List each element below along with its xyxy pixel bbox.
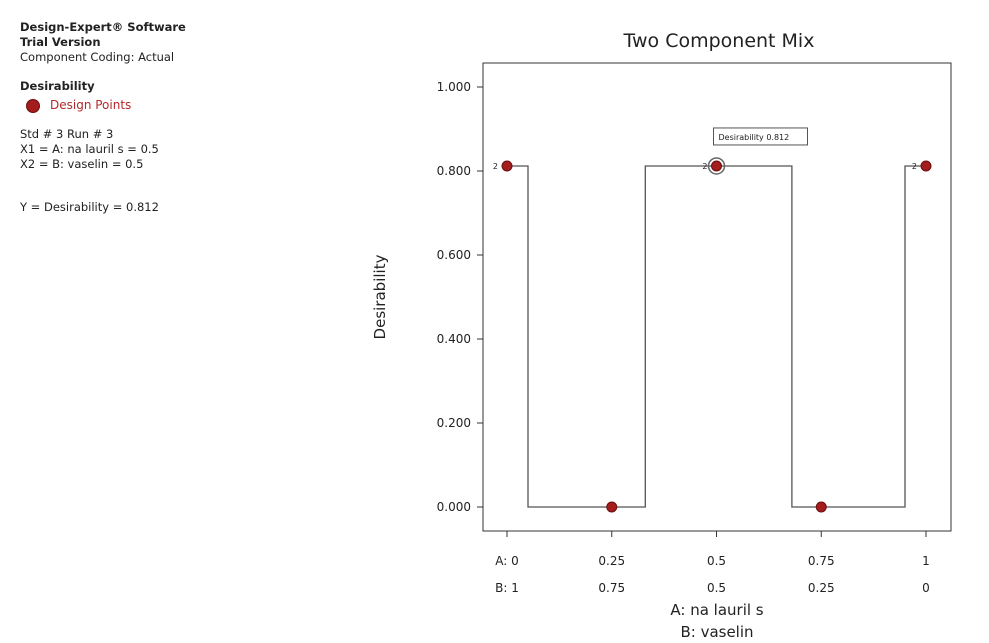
a-tick-label: 0.5 xyxy=(707,554,726,568)
x2-label: X2 = B: vaselin = 0.5 xyxy=(20,157,144,171)
design-point-count-label: 2 xyxy=(702,162,707,171)
y-tick-label: 0.200 xyxy=(437,416,471,430)
y-label: Y = Desirability = 0.812 xyxy=(20,200,159,214)
y-tick-label: 0.000 xyxy=(437,500,471,514)
a-tick-label: 0.25 xyxy=(598,554,625,568)
y-tick-label: 1.000 xyxy=(437,80,471,94)
software-name: Design-Expert® Software xyxy=(20,20,186,34)
coding-label: Component Coding: Actual xyxy=(20,50,175,64)
std-run-label: Std # 3 Run # 3 xyxy=(20,127,114,141)
desirability-curve xyxy=(507,165,926,508)
x-axis-title-b: B: vaselin xyxy=(680,623,753,641)
b-tick-label: 0.75 xyxy=(598,581,625,595)
a-tick-label: 0.75 xyxy=(808,554,835,568)
b-tick-label: 0.5 xyxy=(707,581,726,595)
a-tick-label: 1 xyxy=(922,554,930,568)
highlight-ring xyxy=(707,157,726,175)
design-points: 2 2 2 xyxy=(493,160,932,513)
design-point-legend-icon xyxy=(26,98,40,113)
b-tick-label: 0 xyxy=(922,581,930,595)
design-point-count-label: 2 xyxy=(912,162,917,171)
design-point xyxy=(920,160,932,172)
highlight-tooltip-box xyxy=(713,127,808,146)
legend: Design Points xyxy=(26,98,320,113)
y-axis-title: Desirability xyxy=(371,254,389,339)
chart-title: Two Component Mix xyxy=(623,30,815,52)
x1-label: X1 = A: na lauril s = 0.5 xyxy=(20,142,159,156)
b-tick-label: B: 1 xyxy=(495,581,519,595)
highlight-marker: Desirability 0.812 xyxy=(707,127,808,175)
a-tick-label: A: 0 xyxy=(495,554,519,568)
design-point xyxy=(815,501,827,513)
x-axis-title-a: A: na lauril s xyxy=(670,601,763,619)
design-point-count-label: 2 xyxy=(493,162,498,171)
y-axis: 0.000 0.200 0.400 0.600 0.800 1.000 xyxy=(437,80,483,514)
y-tick-label: 0.400 xyxy=(437,332,471,346)
design-point xyxy=(501,160,513,172)
y-tick-label: 0.800 xyxy=(437,164,471,178)
b-tick-label: 0.25 xyxy=(808,581,835,595)
design-point xyxy=(606,501,618,513)
y-tick-label: 0.600 xyxy=(437,248,471,262)
version-label: Trial Version xyxy=(20,35,101,49)
info-panel: Design-Expert® Software Trial Version Co… xyxy=(20,20,320,215)
design-point xyxy=(711,160,722,172)
response-name: Desirability xyxy=(20,79,95,93)
legend-label: Design Points xyxy=(50,98,132,112)
x-axis: A: 0 B: 1 0.25 0.75 0.5 0.5 0.75 0.25 1 0 xyxy=(495,531,930,595)
highlight-tooltip-text: Desirability 0.812 xyxy=(719,133,790,142)
